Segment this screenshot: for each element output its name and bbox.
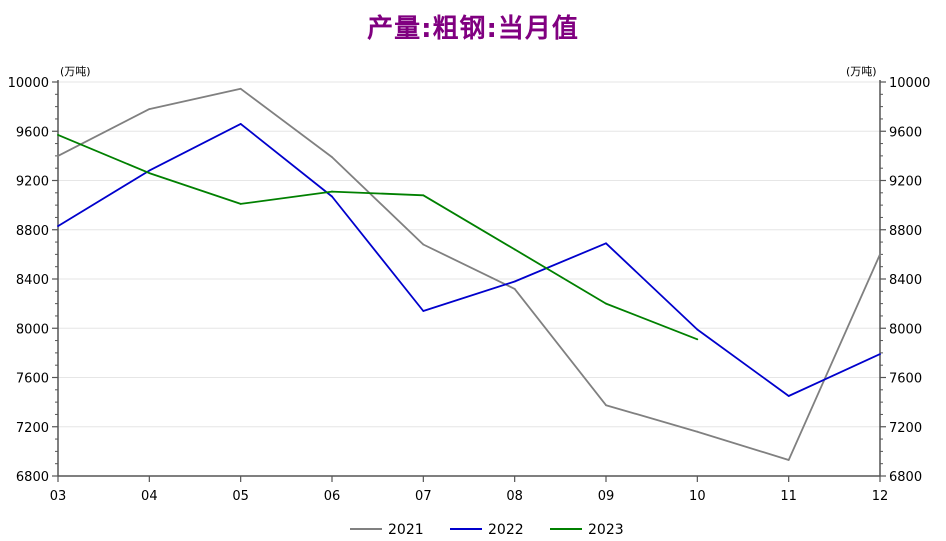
x-tick-label: 05	[232, 489, 249, 504]
right-y-tick-label: 8400	[889, 273, 922, 288]
left-y-tick-label: 8000	[16, 322, 49, 337]
x-tick-label: 04	[141, 489, 158, 504]
left-y-tick-label: 8800	[16, 224, 49, 239]
right-y-tick-label: 7200	[889, 421, 922, 436]
data-point-2022	[57, 225, 59, 227]
data-point-2022	[513, 280, 516, 283]
data-point-2021	[331, 156, 333, 159]
data-point-2021	[239, 87, 242, 90]
data-point-2021	[696, 430, 699, 433]
left-y-tick-label: 10000	[8, 76, 49, 91]
series-lines	[57, 87, 881, 461]
data-point-2023	[605, 302, 607, 305]
x-tick-label: 11	[780, 489, 797, 504]
data-point-2022	[239, 122, 242, 125]
data-point-2023	[422, 194, 425, 197]
right-y-tick-label: 9600	[889, 125, 922, 140]
x-tick-label: 12	[872, 489, 889, 504]
right-y-tick-label: 6800	[889, 470, 922, 485]
left-y-tick-label: 6800	[16, 470, 49, 485]
left-y-tick-label: 7600	[16, 372, 49, 387]
right-unit-label: (万吨)	[846, 65, 877, 78]
left-unit-label: (万吨)	[60, 65, 91, 78]
legend-label: 2023	[588, 522, 624, 538]
data-point-2023	[57, 134, 59, 136]
gridlines	[58, 81, 880, 428]
x-tick-label: 03	[50, 489, 67, 504]
data-point-2023	[148, 172, 151, 175]
data-point-2021	[422, 243, 425, 246]
data-point-2022	[605, 242, 607, 245]
x-tick-label: 06	[324, 489, 341, 504]
data-point-2021	[148, 108, 151, 110]
right-y-tick-label: 8800	[889, 224, 922, 239]
left-y-tick-label: 7200	[16, 421, 49, 436]
data-point-2022	[879, 353, 881, 356]
data-point-2021	[57, 154, 59, 157]
left-y-tick-label: 8400	[16, 273, 49, 288]
x-tick-label: 08	[506, 489, 523, 504]
axes	[57, 80, 881, 477]
x-tick-label: 07	[415, 489, 432, 504]
x-tick-label: 10	[689, 489, 706, 504]
left-y-tick-label: 9600	[16, 125, 49, 140]
right-y-tick-label: 8000	[889, 322, 922, 337]
legend-label: 2022	[488, 522, 524, 538]
ticks: 6800 6800 7200 7200 7600 7600 8000 8000 8400 8400…	[8, 76, 931, 504]
legend-item-2023[interactable]: 2023	[550, 522, 624, 538]
data-point-2022	[787, 395, 790, 397]
right-y-tick-label: 7600	[889, 372, 922, 387]
chart-title: 产量:粗钢:当月值	[367, 14, 579, 44]
left-y-tick-label: 9200	[16, 175, 49, 190]
data-point-2023	[331, 190, 333, 193]
data-point-2021	[513, 287, 516, 290]
data-point-2021	[605, 404, 607, 407]
series-line-2021	[57, 87, 881, 461]
series-line-2022	[57, 123, 881, 397]
legend-item-2022[interactable]: 2022	[450, 522, 524, 538]
data-point-2022	[148, 169, 151, 172]
data-point-2022	[331, 195, 333, 198]
right-y-tick-label: 10000	[889, 76, 930, 91]
right-y-tick-label: 9200	[889, 175, 922, 190]
legend-label: 2021	[388, 522, 424, 538]
x-tick-label: 09	[598, 489, 615, 504]
data-point-2023	[696, 338, 699, 341]
data-point-2023	[239, 202, 242, 205]
legend[interactable]: 2021 2022 2023	[350, 522, 624, 538]
data-point-2022	[696, 328, 699, 331]
data-point-2023	[513, 248, 516, 251]
legend-item-2021[interactable]: 2021	[350, 522, 424, 538]
data-point-2021	[879, 253, 881, 256]
series-line-2023	[57, 134, 698, 341]
data-point-2022	[422, 310, 425, 312]
data-point-2021	[787, 459, 790, 461]
